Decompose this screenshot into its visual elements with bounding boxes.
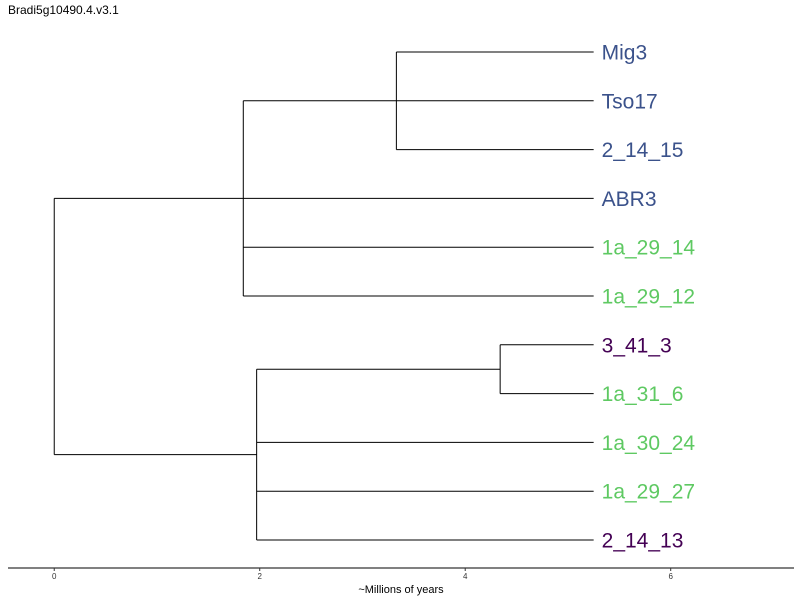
x-tick-label: 4 bbox=[463, 572, 468, 581]
page-title: Bradi5g10490.4.v3.1 bbox=[8, 3, 119, 17]
leaf-label-2_14_13: 2_14_13 bbox=[602, 530, 684, 553]
x-axis: 0 2 4 6 ~Millions of years bbox=[8, 567, 794, 596]
x-tick-label: 0 bbox=[52, 572, 57, 581]
x-axis-title: ~Millions of years bbox=[358, 584, 444, 596]
leaf-label-ABR3: ABR3 bbox=[602, 188, 657, 211]
x-axis-ticks: 0 2 4 6 bbox=[52, 568, 673, 581]
leaf-label-1a_30_24: 1a_30_24 bbox=[602, 432, 696, 455]
x-tick-label: 2 bbox=[257, 572, 262, 581]
leaf-label-3_41_3: 3_41_3 bbox=[602, 334, 672, 357]
leaf-labels: Mig3 Tso17 2_14_15 ABR3 1a_29_14 1a_29_12 3_41… bbox=[602, 42, 696, 553]
leaf-label-Mig3: Mig3 bbox=[602, 42, 648, 65]
leaf-label-1a_29_14: 1a_29_14 bbox=[602, 237, 696, 260]
leaf-label-1a_31_6: 1a_31_6 bbox=[602, 383, 684, 406]
leaf-label-2_14_15: 2_14_15 bbox=[602, 139, 684, 162]
tree-branches bbox=[53, 51, 594, 541]
leaf-label-1a_29_27: 1a_29_27 bbox=[602, 481, 695, 504]
leaf-label-Tso17: Tso17 bbox=[602, 90, 658, 113]
leaf-label-1a_29_12: 1a_29_12 bbox=[602, 286, 695, 309]
x-tick-label: 6 bbox=[668, 572, 673, 581]
